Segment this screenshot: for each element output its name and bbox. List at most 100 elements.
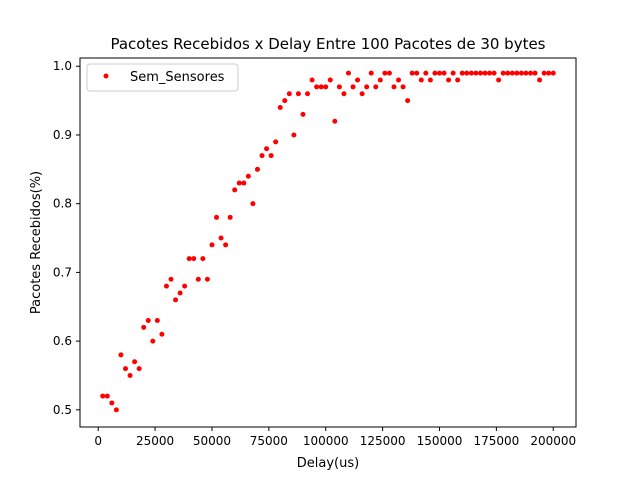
data-point <box>436 70 442 76</box>
chart-title: Pacotes Recebidos x Delay Entre 100 Paco… <box>110 35 545 53</box>
data-point <box>382 70 388 76</box>
data-point <box>163 283 169 289</box>
data-point <box>314 84 320 90</box>
data-point <box>268 153 274 159</box>
data-point <box>468 70 474 76</box>
data-point <box>286 91 292 97</box>
y-tick-label: 0.7 <box>53 265 72 279</box>
data-point <box>204 276 210 282</box>
data-point <box>327 77 333 83</box>
data-point <box>182 283 188 289</box>
data-point <box>186 256 192 262</box>
data-point <box>218 235 224 241</box>
data-point <box>496 77 502 83</box>
data-point <box>245 173 251 179</box>
data-point <box>118 352 124 358</box>
data-point <box>400 84 406 90</box>
data-point <box>345 70 351 76</box>
data-point <box>368 70 374 76</box>
data-point <box>359 91 365 97</box>
data-point <box>264 146 270 152</box>
data-point <box>482 70 488 76</box>
data-point <box>300 111 306 117</box>
data-point <box>150 338 156 344</box>
y-tick-label: 0.9 <box>53 128 72 142</box>
data-point <box>518 70 524 76</box>
data-point <box>487 70 493 76</box>
data-point <box>145 317 151 323</box>
y-axis-label: Pacotes Recebidos(%) <box>29 171 44 314</box>
data-point <box>100 393 106 399</box>
data-point <box>386 70 392 76</box>
data-point <box>159 331 165 337</box>
data-point <box>441 70 447 76</box>
data-points <box>100 70 556 413</box>
data-point <box>323 84 329 90</box>
plot-area-frame <box>79 57 577 428</box>
data-point <box>109 400 115 406</box>
data-point <box>355 77 361 83</box>
data-point <box>104 393 110 399</box>
data-point <box>309 77 315 83</box>
data-point <box>332 118 338 124</box>
legend-label: Sem_Sensores <box>130 70 225 85</box>
data-point <box>427 77 433 83</box>
data-point <box>154 317 160 323</box>
data-point <box>168 276 174 282</box>
data-point <box>259 153 265 159</box>
data-point <box>177 290 183 296</box>
data-point <box>350 84 356 90</box>
data-point <box>527 70 533 76</box>
data-point <box>305 91 311 97</box>
data-point <box>396 77 402 83</box>
y-tick-label: 1.0 <box>53 59 72 73</box>
data-point <box>132 359 138 365</box>
data-point <box>405 98 411 104</box>
data-point <box>432 70 438 76</box>
data-point <box>423 70 429 76</box>
data-point <box>236 180 242 186</box>
x-tick-label: 25000 <box>136 434 174 448</box>
x-tick-label: 150000 <box>417 434 463 448</box>
data-point <box>377 77 383 83</box>
data-point <box>532 70 538 76</box>
data-point <box>546 70 552 76</box>
data-point <box>373 84 379 90</box>
x-tick-label: 100000 <box>303 434 349 448</box>
data-point <box>514 70 520 76</box>
data-point <box>414 70 420 76</box>
data-point <box>500 70 506 76</box>
data-point <box>550 70 556 76</box>
data-point <box>191 256 197 262</box>
x-tick-label: 75000 <box>250 434 288 448</box>
data-point <box>391 84 397 90</box>
x-tick-label: 0 <box>94 434 102 448</box>
data-point <box>409 70 415 76</box>
data-point <box>127 372 133 378</box>
data-point <box>450 70 456 76</box>
data-point <box>509 70 515 76</box>
data-point <box>123 366 129 372</box>
x-tick-label: 200000 <box>530 434 576 448</box>
data-point <box>459 70 465 76</box>
x-tick-label: 125000 <box>360 434 406 448</box>
data-point <box>241 180 247 186</box>
legend: Sem_Sensores <box>86 63 239 92</box>
data-point <box>113 407 119 413</box>
legend-marker <box>103 73 109 79</box>
data-point <box>505 70 511 76</box>
data-point <box>336 84 342 90</box>
data-point <box>477 70 483 76</box>
data-point <box>209 242 215 248</box>
data-point <box>473 70 479 76</box>
data-point <box>273 139 279 145</box>
data-point <box>223 242 229 248</box>
data-point <box>446 77 452 83</box>
data-point <box>364 84 370 90</box>
data-point <box>523 70 529 76</box>
data-point <box>291 132 297 138</box>
y-axis-ticks: 0.5 0.6 0.7 0.8 0.9 1.0 <box>53 59 80 417</box>
data-point <box>214 214 220 220</box>
data-point <box>173 297 179 303</box>
